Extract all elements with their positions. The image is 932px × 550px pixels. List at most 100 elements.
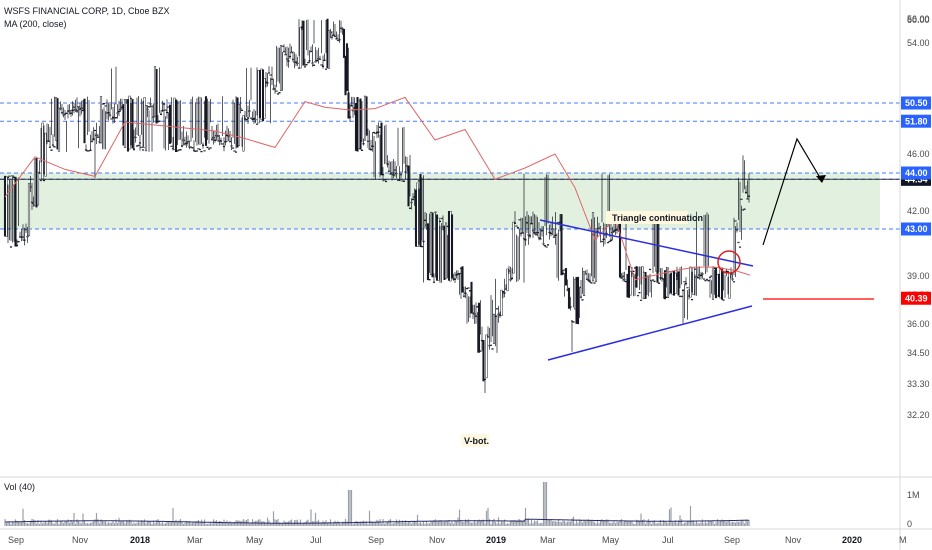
volume-bar	[217, 522, 219, 526]
candle-body	[17, 241, 20, 243]
candle-body	[38, 172, 41, 174]
time-tick-label: Mar	[540, 535, 556, 545]
volume-bar	[328, 522, 330, 526]
volume-bar	[134, 523, 137, 526]
volume-bar	[175, 519, 177, 526]
price-tick-label: 39.00	[907, 271, 930, 281]
volume-tick-label: 0	[907, 519, 912, 529]
volume-bar	[146, 521, 149, 526]
candle-body	[216, 135, 220, 137]
candle-body	[182, 139, 185, 141]
candle-body	[689, 266, 692, 298]
volume-bar	[509, 521, 512, 526]
candle-body	[569, 306, 572, 308]
candle-body	[455, 274, 458, 276]
volume-bar	[535, 521, 537, 526]
candle-body	[350, 105, 353, 107]
volume-bar	[704, 520, 707, 526]
candle-body	[615, 229, 619, 231]
volume-bar	[550, 519, 552, 526]
volume-bar	[533, 520, 536, 526]
time-tick-label: Jul	[310, 535, 322, 545]
candle-body	[242, 115, 245, 152]
volume-axis-ticks: 1M 0	[907, 490, 920, 529]
volume-bar	[568, 521, 570, 526]
candle-body	[464, 292, 467, 294]
candle-body	[506, 268, 509, 292]
volume-bar	[313, 521, 315, 526]
candle-body	[146, 108, 149, 111]
candle-body	[36, 171, 40, 206]
volume-bar	[416, 514, 419, 526]
volume-bar	[391, 523, 393, 526]
price-tick-label: 58.00	[907, 0, 930, 1]
candle-body	[147, 106, 151, 108]
volume-bar	[47, 519, 50, 526]
volume-bar	[20, 521, 23, 526]
volume-bar	[586, 520, 588, 526]
candle-body	[296, 62, 299, 65]
candle-body	[180, 145, 184, 147]
volume-bar	[643, 519, 645, 526]
volume-bar	[364, 521, 366, 526]
volume-bar	[745, 519, 747, 526]
time-tick-label: Mar	[187, 535, 203, 545]
candle-body	[278, 92, 281, 94]
volume-bar	[659, 519, 662, 526]
volume-bar	[706, 523, 708, 526]
volume-bar	[448, 519, 450, 526]
volume-bar	[682, 523, 684, 526]
candle-body	[399, 173, 403, 176]
volume-bar	[442, 521, 444, 526]
volume-bar	[737, 521, 740, 526]
volume-bar	[427, 523, 429, 526]
candle-body	[264, 81, 268, 83]
volume-bar	[710, 520, 713, 526]
volume-bar	[722, 520, 725, 526]
volume-bar	[272, 511, 275, 526]
volume-bar	[685, 522, 687, 526]
volume-bar	[718, 521, 720, 526]
candle-body	[63, 113, 67, 115]
volume-bar	[133, 522, 135, 526]
candle-body	[302, 20, 305, 66]
volume-bar	[734, 522, 737, 526]
volume-bar	[412, 521, 414, 526]
candle-body	[198, 148, 202, 151]
volume-bar	[592, 520, 594, 526]
volume-bar	[338, 523, 341, 526]
volume-bar	[680, 519, 683, 526]
volume-bar	[341, 521, 344, 526]
volume-bar	[43, 522, 45, 526]
candle-body	[587, 279, 590, 281]
candle-body	[474, 315, 478, 317]
volume-bar	[460, 519, 462, 526]
candle-body	[21, 236, 25, 238]
volume-bar	[629, 521, 632, 526]
volume-bar	[182, 523, 185, 526]
price-tick-label: 46.00	[907, 149, 930, 159]
candle-body	[141, 149, 145, 151]
volume-bar	[499, 523, 501, 526]
volume-bar	[527, 518, 530, 526]
candle-body	[366, 140, 370, 142]
volume-bar	[197, 519, 200, 526]
candle-body	[170, 145, 173, 148]
volume-bar	[29, 520, 32, 526]
volume-layer	[4, 482, 750, 526]
candle-body	[362, 143, 365, 145]
volume-bar	[670, 507, 672, 526]
candle-body	[306, 61, 310, 64]
candle-body	[338, 39, 341, 41]
candle-body	[579, 296, 583, 298]
candle-body	[489, 344, 493, 346]
volume-bar	[556, 521, 558, 526]
candle-body	[485, 334, 488, 379]
candle-body	[360, 149, 364, 151]
volume-bar	[397, 521, 399, 526]
volume-bar	[26, 523, 29, 526]
volume-bar	[71, 521, 74, 526]
candle-body	[318, 58, 322, 60]
candle-body	[320, 64, 323, 66]
